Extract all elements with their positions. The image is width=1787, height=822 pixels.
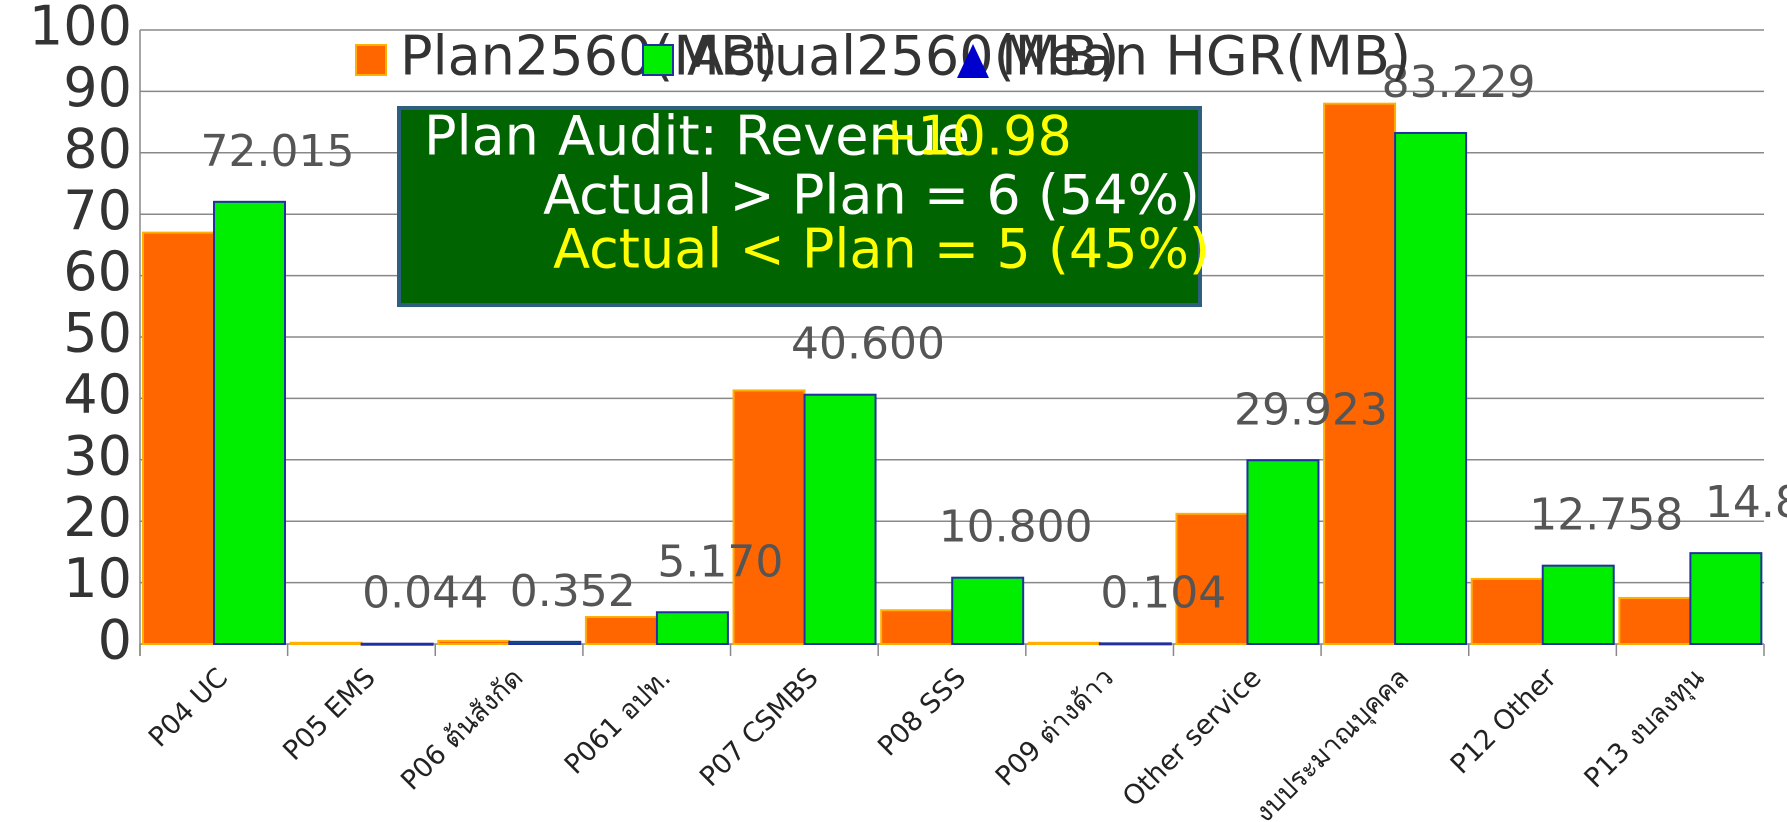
y-tick-label: 90 [63, 56, 132, 119]
bar [951, 576, 1025, 645]
x-tick-label: P05 EMS [277, 662, 381, 766]
bar [1541, 564, 1615, 646]
bar [880, 609, 954, 645]
bar [1394, 131, 1468, 645]
legend-label: Plan2560(MB) [400, 25, 778, 88]
data-label: 83.229 [1382, 57, 1536, 108]
legend-label: Mean HGR(MB) [1001, 25, 1411, 88]
annotation-diff: +10.98 [872, 105, 1072, 168]
y-tick-label: 50 [63, 302, 132, 365]
x-tick-label: P08 SSS [872, 662, 972, 762]
x-tick-label: งบประมาณบุคคล [1249, 662, 1416, 822]
bar [1689, 552, 1763, 645]
bar [289, 641, 363, 645]
annotation-below: Actual < Plan = 5 (45%) [553, 218, 1210, 281]
x-tick-label: P12 Other [1445, 662, 1564, 781]
data-label: 14.8 [1705, 477, 1787, 528]
bar [1470, 577, 1544, 646]
y-tick-label: 60 [63, 240, 132, 303]
bar [1098, 642, 1172, 646]
bar [655, 611, 729, 646]
data-label: 12.758 [1529, 490, 1683, 541]
bar [584, 615, 658, 646]
bar [1175, 512, 1249, 645]
x-tick-label: P04 UC [143, 662, 234, 753]
data-label: 29.923 [1234, 384, 1388, 435]
y-tick-label: 80 [63, 117, 132, 180]
annotation-above: Actual > Plan = 6 (54%) [543, 164, 1200, 227]
legend-marker [355, 44, 387, 76]
x-tick-label: P061 อปท. [559, 662, 677, 780]
bar [1027, 641, 1101, 645]
data-label: 10.800 [939, 502, 1093, 553]
annotation-title: Audit: Revenue [558, 105, 970, 168]
x-tick-label: P06 ต้นสังกัด [395, 662, 529, 796]
y-tick-label: 10 [63, 547, 132, 610]
x-tick-label: P13 งบลงทุน [1579, 662, 1712, 795]
y-tick-label: 20 [63, 486, 132, 549]
y-tick-label: 70 [63, 179, 132, 242]
bar [803, 393, 877, 645]
bar [142, 231, 215, 645]
y-tick-label: 100 [29, 0, 132, 58]
legend-marker [642, 44, 674, 76]
data-label: 5.170 [657, 536, 783, 587]
bar [1618, 596, 1692, 646]
y-tick-label: 0 [98, 609, 132, 672]
bar [732, 389, 806, 645]
bar [437, 639, 511, 645]
y-tick-label: 40 [63, 363, 132, 426]
annotation-plan: Plan [424, 105, 539, 168]
bar [508, 640, 582, 646]
data-label: 0.352 [510, 566, 636, 617]
data-label: 0.104 [1100, 567, 1226, 618]
x-tick-label: P07 CSMBS [694, 662, 825, 793]
legend-marker [957, 44, 989, 78]
legend-label: Actual2560(MB) [687, 25, 1119, 88]
y-tick-label: 30 [63, 424, 132, 487]
data-label: 72.015 [201, 126, 355, 177]
annotation-box [397, 106, 1202, 307]
bar [1323, 102, 1397, 646]
bar [360, 642, 434, 646]
x-tick-label: Other service [1117, 662, 1268, 813]
bar [213, 200, 286, 645]
x-tick-label: P09 ต่างด้าว [990, 662, 1120, 792]
bar [1246, 459, 1320, 645]
data-label: 0.044 [362, 568, 488, 619]
data-label: 40.600 [791, 319, 945, 370]
